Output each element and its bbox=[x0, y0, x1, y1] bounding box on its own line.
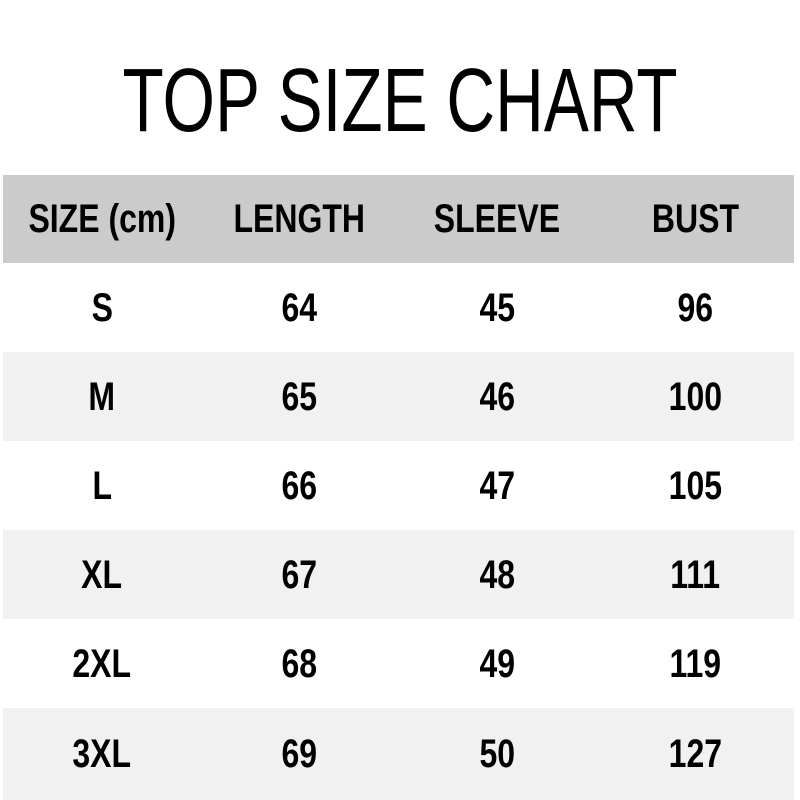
size-cell: L bbox=[92, 463, 112, 508]
length-cell: 68 bbox=[281, 641, 318, 686]
length-cell: 65 bbox=[281, 374, 318, 419]
size-cell: M bbox=[88, 374, 116, 419]
length-cell: 64 bbox=[281, 285, 318, 330]
sleeve-cell: 50 bbox=[479, 732, 516, 776]
sleeve-cell: 46 bbox=[479, 374, 516, 419]
bust-cell: 119 bbox=[669, 641, 721, 686]
header-cell-length: LENGTH bbox=[233, 197, 366, 241]
bust-cell: 100 bbox=[668, 374, 722, 419]
sleeve-cell: 45 bbox=[479, 285, 516, 330]
header-cell-size: SIZE (cm) bbox=[28, 197, 176, 241]
size-cell: 2XL bbox=[72, 641, 132, 686]
sleeve-cell: 48 bbox=[479, 552, 516, 597]
size-table: SIZE (cm) LENGTH SLEEVE BUST S 64 45 96 … bbox=[3, 175, 794, 800]
title-area: TOP SIZE CHART bbox=[0, 0, 800, 175]
size-cell: XL bbox=[81, 552, 123, 597]
table-row-xl: XL 67 48 111 bbox=[3, 530, 794, 619]
table-row-l: L 66 47 105 bbox=[3, 441, 794, 530]
table-header-row: SIZE (cm) LENGTH SLEEVE BUST bbox=[3, 175, 794, 263]
table-row-3xl: 3XL 69 50 127 bbox=[3, 708, 794, 800]
bust-cell: 96 bbox=[677, 285, 713, 330]
table-row-s: S 64 45 96 bbox=[3, 263, 794, 352]
sleeve-cell: 47 bbox=[479, 463, 516, 508]
bust-cell: 105 bbox=[668, 463, 722, 508]
length-cell: 67 bbox=[281, 552, 318, 597]
size-cell: S bbox=[91, 285, 113, 330]
table-row-m: M 65 46 100 bbox=[3, 352, 794, 441]
header-cell-bust: BUST bbox=[651, 197, 739, 241]
size-cell: 3XL bbox=[72, 732, 132, 776]
sleeve-cell: 49 bbox=[479, 641, 516, 686]
table-row-2xl: 2XL 68 49 119 bbox=[3, 619, 794, 708]
page-title: TOP SIZE CHART bbox=[122, 50, 678, 151]
bust-cell: 127 bbox=[668, 732, 722, 776]
header-cell-sleeve: SLEEVE bbox=[434, 197, 561, 241]
length-cell: 69 bbox=[281, 732, 318, 776]
bust-cell: 111 bbox=[670, 552, 721, 597]
length-cell: 66 bbox=[281, 463, 318, 508]
